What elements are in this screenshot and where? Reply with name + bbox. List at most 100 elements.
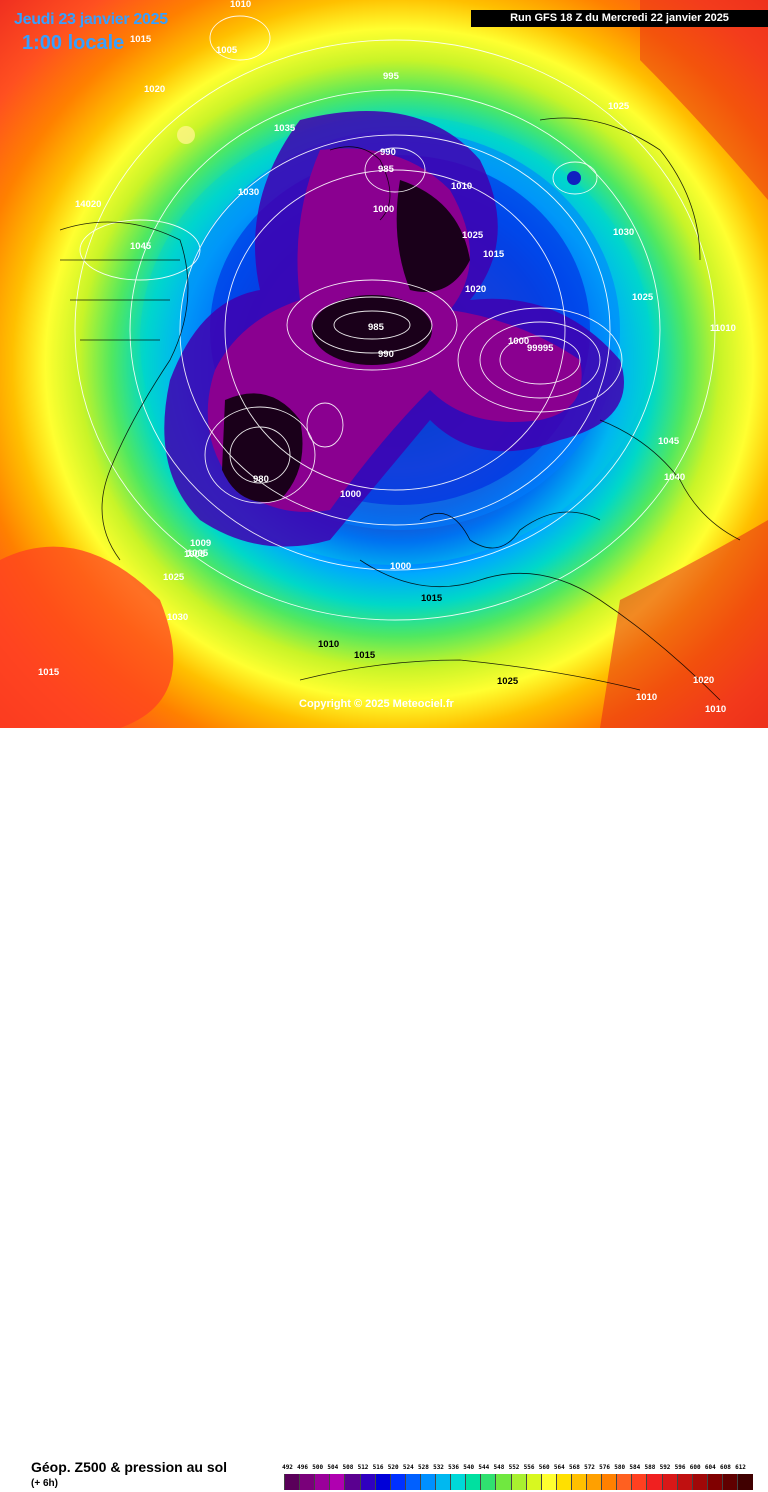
pressure-label: 1015 <box>354 650 376 661</box>
pressure-label: 1010 <box>230 0 252 10</box>
legend-swatch <box>510 1474 527 1490</box>
forecast-date: Jeudi 23 janvier 2025 <box>14 11 168 28</box>
legend-swatch <box>314 1474 331 1490</box>
pressure-label: 1000 <box>508 336 530 347</box>
legend-swatch <box>284 1474 301 1490</box>
pressure-label: 1015 <box>130 34 152 45</box>
legend-swatch <box>737 1474 754 1490</box>
pressure-label: 1025 <box>632 292 654 303</box>
legend-swatch <box>570 1474 587 1490</box>
legend-swatch <box>450 1474 467 1490</box>
legend-tick-label: 552 <box>508 1464 520 1471</box>
pressure-label: 1000 <box>373 204 395 215</box>
legend-tick-label: 568 <box>568 1464 580 1471</box>
legend-tick-label: 560 <box>538 1464 550 1471</box>
legend-swatch <box>480 1474 497 1490</box>
pressure-label: 990 <box>380 147 396 158</box>
pressure-label: 1010 <box>705 704 727 715</box>
pressure-label: 1045 <box>130 241 152 252</box>
legend-tick-label: 520 <box>387 1464 399 1471</box>
legend-swatch <box>329 1474 346 1490</box>
legend-tick-label: 556 <box>523 1464 535 1471</box>
pressure-label: 1005 <box>187 548 209 559</box>
legend-tick-label: 508 <box>342 1464 354 1471</box>
pressure-label: 985 <box>378 164 394 175</box>
legend-swatch <box>601 1474 618 1490</box>
legend-swatch <box>465 1474 482 1490</box>
pressure-label: 11010 <box>710 323 736 334</box>
pressure-label: 1010 <box>636 692 658 703</box>
pressure-label: 99995 <box>527 343 554 354</box>
legend-swatch <box>404 1474 421 1490</box>
map-title: Géop. Z500 & pression au sol <box>31 1459 228 1475</box>
legend-tick-label: 536 <box>448 1464 460 1471</box>
legend-tick-label: 528 <box>417 1464 429 1471</box>
pressure-label: 1015 <box>421 593 443 604</box>
pressure-label: 14020 <box>75 199 102 210</box>
run-info: Run GFS 18 Z du Mercredi 22 janvier 2025 <box>471 10 768 27</box>
legend-tick-label: 592 <box>659 1464 671 1471</box>
pressure-label: 1030 <box>167 612 189 623</box>
legend-tick-label: 612 <box>735 1464 746 1471</box>
legend-swatch <box>661 1474 678 1490</box>
legend-swatch <box>359 1474 376 1490</box>
forecast-time: 1:00 locale <box>22 32 125 54</box>
legend-tick-label: 500 <box>312 1464 324 1471</box>
forecast-step: (+ 6h) <box>31 1478 58 1489</box>
legend-tick-label: 524 <box>402 1464 414 1471</box>
legend-tick-label: 516 <box>372 1464 384 1471</box>
legend-tick-label: 588 <box>644 1464 656 1471</box>
pressure-label: 1005 <box>184 549 206 560</box>
legend-swatch <box>344 1474 361 1490</box>
legend-swatch <box>691 1474 708 1490</box>
legend-tick-label: 564 <box>553 1464 565 1471</box>
legend-swatch <box>419 1474 436 1490</box>
legend-swatch <box>646 1474 663 1490</box>
legend-swatch <box>389 1474 406 1490</box>
pressure-label: 1000 <box>390 561 412 572</box>
pressure-label: 1045 <box>658 436 680 447</box>
legend-tick-label: 572 <box>584 1464 595 1471</box>
pressure-label: 1035 <box>274 123 296 134</box>
pressure-label: 1030 <box>613 227 635 238</box>
legend-swatch <box>676 1474 693 1490</box>
legend-tick-label: 548 <box>493 1464 505 1471</box>
legend-swatch <box>631 1474 648 1490</box>
legend-tick-label: 600 <box>689 1464 701 1471</box>
pressure-label: 990 <box>378 349 394 360</box>
pressure-label: 1020 <box>465 284 487 295</box>
pressure-label: 1025 <box>163 572 185 583</box>
pressure-label: 1005 <box>216 45 238 56</box>
copyright-text: Copyright © 2025 Meteociel.fr <box>299 698 454 710</box>
pressure-label: 1025 <box>497 676 519 687</box>
legend-swatch <box>495 1474 512 1490</box>
map-footer: Géop. Z500 & pression au sol (+ 6h) 492 4… <box>0 728 768 1490</box>
legend-swatch <box>555 1474 572 1490</box>
legend-tick-label: 532 <box>433 1464 444 1471</box>
weather-map: Jeudi 23 janvier 2025 1:00 locale Run GF… <box>0 0 768 728</box>
pressure-label: 1030 <box>238 187 260 198</box>
legend-tick-label: 492 <box>282 1464 293 1471</box>
pressure-label: 1010 <box>451 181 473 192</box>
pressure-label: 1000 <box>340 489 362 500</box>
legend-swatch <box>706 1474 723 1490</box>
color-legend: 492 496 500 504 508 512 516 520 524 528 532 536 540 5… <box>282 1464 754 1492</box>
pressure-label: 1025 <box>608 101 630 112</box>
legend-swatch <box>616 1474 633 1490</box>
legend-swatch <box>435 1474 452 1490</box>
legend-swatch <box>586 1474 603 1490</box>
legend-tick-label: 544 <box>478 1464 490 1471</box>
pressure-label: 1020 <box>144 84 166 95</box>
legend-tick-label: 512 <box>357 1464 369 1471</box>
legend-swatch <box>721 1474 738 1490</box>
legend-swatch <box>525 1474 542 1490</box>
legend-tick-label: 596 <box>674 1464 686 1471</box>
legend-tick-label: 608 <box>719 1464 731 1471</box>
pressure-label: 1040 <box>664 472 686 483</box>
legend-tick-label: 604 <box>704 1464 716 1471</box>
pressure-label: 980 <box>253 474 269 485</box>
legend-swatch <box>299 1474 316 1490</box>
legend-tick-label: 584 <box>629 1464 641 1471</box>
pressure-label: 1015 <box>483 249 505 260</box>
legend-tick-label: 540 <box>463 1464 475 1471</box>
